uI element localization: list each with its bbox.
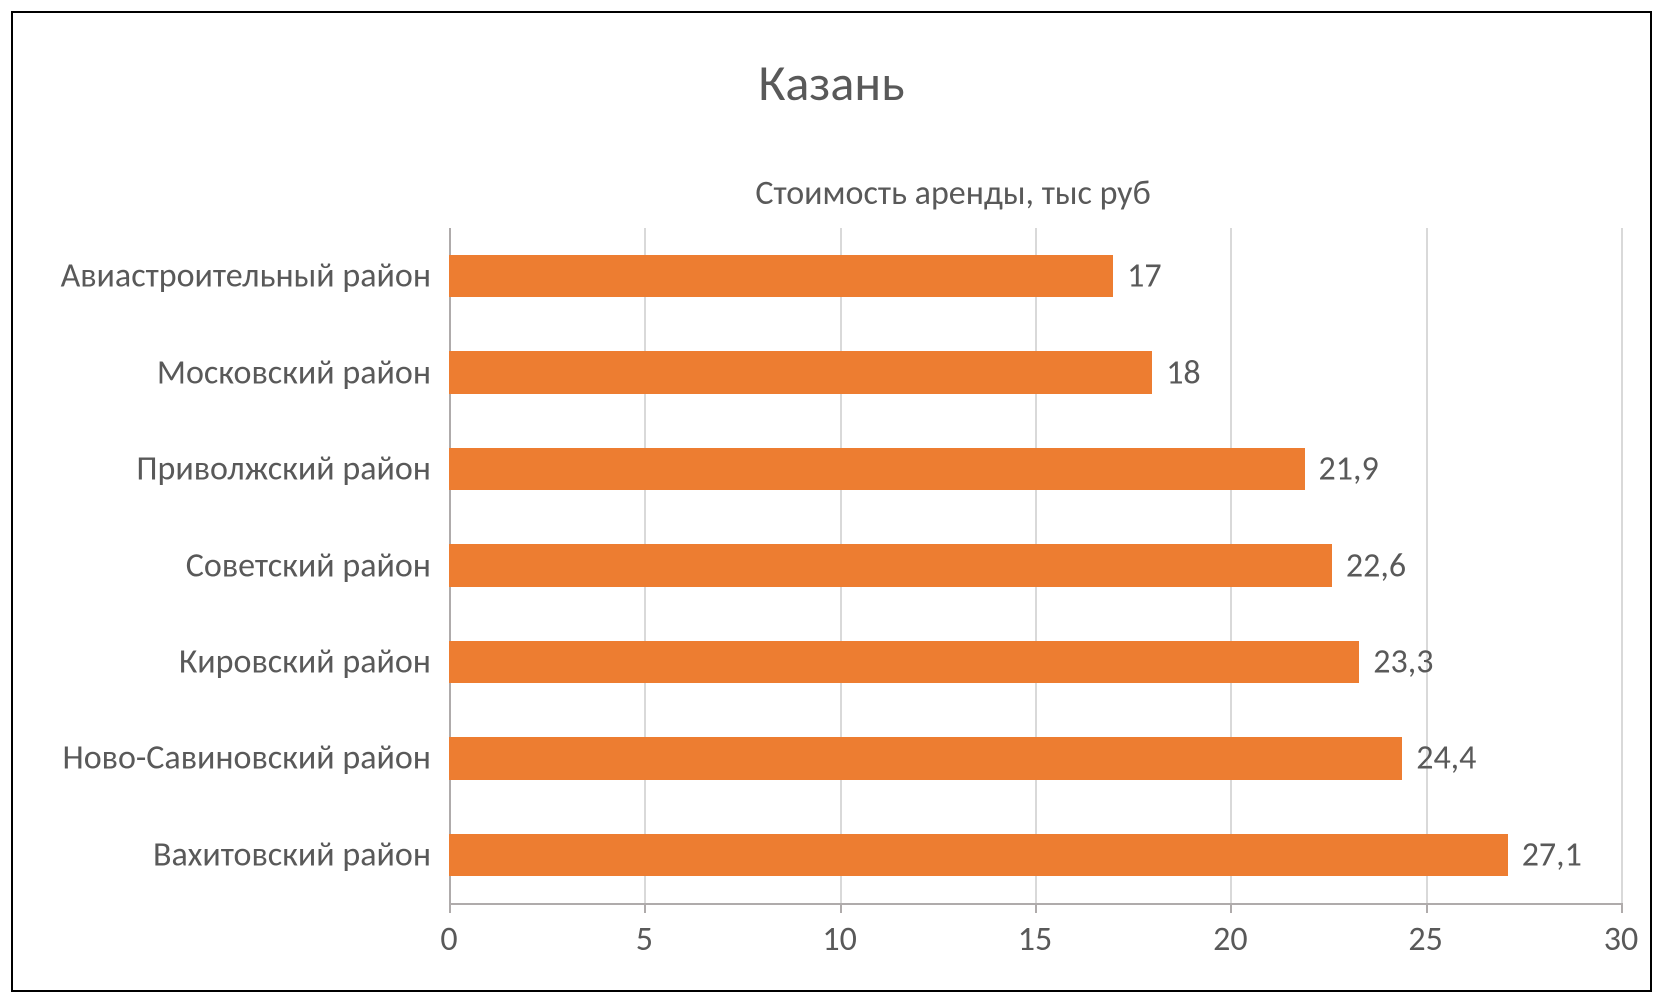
bar [449, 448, 1305, 490]
x-tick-label: 20 [1213, 919, 1247, 960]
gridline [1426, 228, 1428, 903]
bar [449, 255, 1113, 297]
bar [449, 737, 1402, 779]
bar-value-label: 24,4 [1416, 738, 1476, 779]
bar-value-label: 21,9 [1319, 449, 1379, 490]
gridline [1621, 228, 1623, 903]
x-axis-line [449, 903, 1621, 905]
bar [449, 834, 1508, 876]
plot-area: 05101520253017Авиастроительный район18Мо… [449, 228, 1621, 903]
bar-value-label: 22,6 [1346, 545, 1406, 586]
bar-value-label: 23,3 [1373, 641, 1433, 682]
bar [449, 544, 1332, 586]
chart-container: Казань Стоимость аренды, тыс руб 0510152… [11, 11, 1652, 992]
y-category-label: Авиастроительный район [61, 256, 431, 297]
bar [449, 351, 1152, 393]
x-tick-label: 30 [1604, 919, 1638, 960]
x-tick-label: 10 [822, 919, 856, 960]
bar-value-label: 18 [1166, 352, 1200, 393]
y-category-label: Кировский район [179, 641, 431, 682]
x-tick-label: 0 [440, 919, 457, 960]
y-category-label: Советский район [186, 545, 431, 586]
x-tick-label: 25 [1408, 919, 1442, 960]
y-category-label: Приволжский район [136, 449, 431, 490]
x-tick-label: 5 [636, 919, 653, 960]
bar-value-label: 27,1 [1522, 834, 1582, 875]
series-label: Стоимость аренды, тыс руб [653, 173, 1253, 214]
x-tick-label: 15 [1018, 919, 1052, 960]
bar-value-label: 17 [1127, 256, 1161, 297]
x-tick-mark [1621, 903, 1623, 913]
chart-title: Казань [13, 53, 1650, 114]
y-category-label: Московский район [157, 352, 431, 393]
y-category-label: Вахитовский район [153, 834, 431, 875]
bar [449, 641, 1359, 683]
y-category-label: Ново-Савиновский район [63, 738, 431, 779]
